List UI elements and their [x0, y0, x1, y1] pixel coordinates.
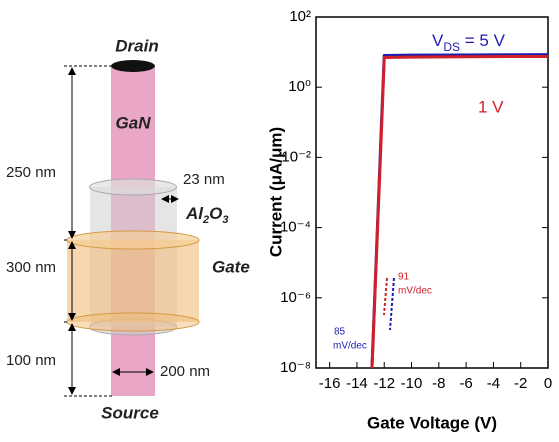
len-top: 250 nm [6, 164, 56, 181]
slope-guide-red [384, 278, 387, 315]
ss-blue-unit: mV/dec [333, 341, 367, 352]
y-tick-label: 10⁻⁶ [280, 289, 311, 306]
y-axis-title: Current (μA/μm) [266, 127, 285, 257]
y-tick-label: 10⁻⁸ [280, 359, 311, 376]
x-tick-label: -12 [373, 375, 395, 392]
series-line [372, 55, 548, 368]
source-label: Source [101, 403, 159, 422]
x-tick-label: -6 [459, 375, 472, 392]
shell-thickness: 23 nm [183, 171, 225, 188]
x-tick-label: -2 [514, 375, 527, 392]
gate-shell [67, 240, 199, 322]
series-line [372, 56, 548, 368]
drain-contact [111, 60, 155, 72]
x-tick-label: -10 [401, 375, 423, 392]
diameter-label: 200 nm [160, 363, 210, 380]
x-tick-label: -8 [432, 375, 445, 392]
y-tick-label: 10⁻⁴ [280, 219, 311, 236]
figure: 250 nm 300 nm 100 nm Drain GaN 23 nm Al2… [0, 0, 559, 437]
gate-label: Gate [212, 257, 250, 276]
oxide-top [90, 179, 177, 195]
drain-label: Drain [115, 36, 158, 55]
v1-label: 1 V [478, 97, 504, 116]
gate-bottom [67, 313, 199, 331]
x-tick-label: -14 [346, 375, 368, 392]
ss-blue-value: 85 [334, 327, 346, 338]
len-gate: 300 nm [6, 259, 56, 276]
ss-red-value: 91 [398, 272, 410, 283]
nanowire-diagram: 250 nm 300 nm 100 nm Drain GaN 23 nm Al2… [6, 36, 250, 422]
vds-label: VDS = 5 V [432, 31, 506, 54]
len-bottom: 100 nm [6, 352, 56, 369]
x-tick-label: -4 [487, 375, 500, 392]
y-tick-label: 10⁻² [281, 148, 311, 165]
chart: Current (μA/μm) Gate Voltage (V) VDS = 5… [266, 8, 552, 433]
ss-red-unit: mV/dec [398, 286, 432, 297]
oxide-label: Al2O3 [185, 204, 228, 225]
x-tick-label: -16 [319, 375, 341, 392]
y-tick-label: 10⁰ [288, 78, 311, 95]
x-axis-title: Gate Voltage (V) [367, 413, 497, 432]
x-tick-label: 0 [544, 375, 552, 392]
plot-frame [316, 17, 548, 368]
y-tick-label: 10² [289, 8, 311, 25]
gate-top [67, 231, 199, 249]
slope-guide-blue [390, 278, 394, 330]
gan-label: GaN [116, 113, 152, 132]
